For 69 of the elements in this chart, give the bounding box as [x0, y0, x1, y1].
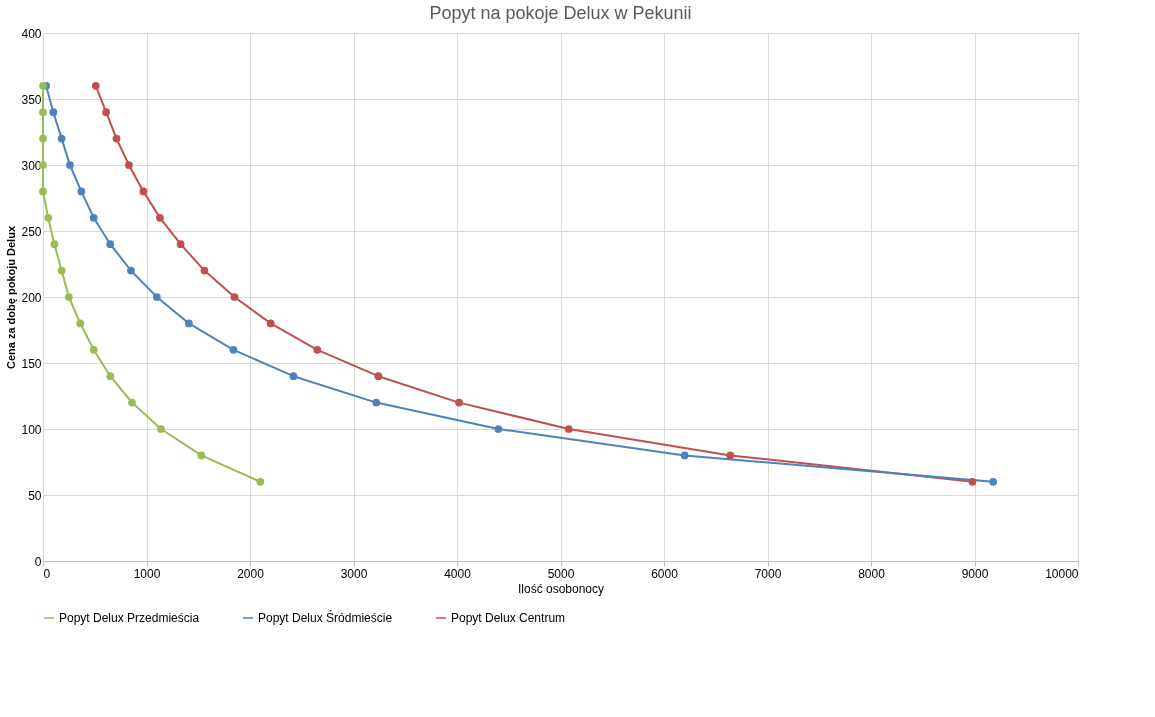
point: [726, 451, 735, 460]
legend-label: Popyt Delux Centrum: [451, 611, 566, 625]
x-tick-label: 4000: [444, 566, 472, 581]
point: [185, 319, 193, 328]
point: [256, 477, 265, 486]
x-tick-label: 10000: [1045, 566, 1079, 581]
point: [102, 108, 111, 117]
point: [127, 266, 135, 275]
x-tick-label: 7000: [754, 566, 782, 581]
y-tick-label: 0: [34, 554, 42, 569]
x-tick-label: 2000: [237, 566, 265, 581]
point: [455, 398, 463, 407]
point: [176, 240, 185, 249]
x-tick-label: 8000: [858, 566, 886, 581]
y-tick-label: 350: [21, 92, 42, 107]
point: [564, 425, 573, 433]
point: [200, 266, 209, 275]
point: [197, 451, 206, 460]
point: [106, 372, 115, 381]
y-tick-label: 100: [21, 422, 42, 437]
point: [680, 451, 689, 460]
point: [230, 293, 239, 301]
point: [289, 372, 298, 381]
point: [39, 108, 47, 117]
x-tick-label: 9000: [961, 566, 989, 581]
point: [112, 134, 121, 143]
point: [91, 81, 100, 90]
point: [989, 477, 997, 486]
point: [76, 319, 85, 328]
legend-label: Popyt Delux Przedmieścia: [59, 611, 200, 625]
x-tick-label: 6000: [651, 566, 679, 581]
point: [313, 345, 322, 354]
point: [50, 240, 59, 249]
point: [968, 477, 977, 486]
point: [39, 134, 47, 143]
y-axis-title: Cena za dobę pokoju Delux: [5, 225, 18, 370]
point: [152, 293, 161, 301]
point: [77, 187, 86, 196]
point: [156, 213, 164, 222]
point: [39, 187, 47, 196]
x-tick-label: 1000: [133, 566, 161, 581]
point: [65, 293, 73, 301]
point: [139, 187, 148, 196]
point: [66, 161, 74, 169]
y-tick-label: 200: [21, 290, 42, 305]
point: [57, 134, 66, 143]
point: [374, 372, 383, 381]
y-tick-label: 250: [21, 224, 42, 239]
point: [44, 213, 53, 222]
point: [372, 398, 381, 407]
y-tick-label: 50: [28, 488, 42, 503]
legend-label: Popyt Delux Śródmieście: [258, 610, 393, 625]
chart-title: Popyt na pokoje Delux w Pekunii: [429, 3, 692, 23]
point: [157, 425, 165, 433]
y-tick-label: 150: [21, 356, 42, 371]
x-tick-label: 5000: [547, 566, 575, 581]
x-axis-title: Ilość osobonocy: [517, 581, 605, 596]
point: [229, 345, 238, 354]
x-tick-label: 3000: [340, 566, 368, 581]
point: [89, 213, 98, 222]
point: [57, 266, 66, 275]
point: [106, 240, 115, 249]
point: [494, 425, 503, 433]
point: [125, 161, 133, 169]
y-tick-label: 400: [21, 26, 42, 41]
point: [128, 398, 136, 407]
point: [89, 345, 98, 354]
point: [49, 108, 58, 117]
point: [266, 319, 275, 328]
